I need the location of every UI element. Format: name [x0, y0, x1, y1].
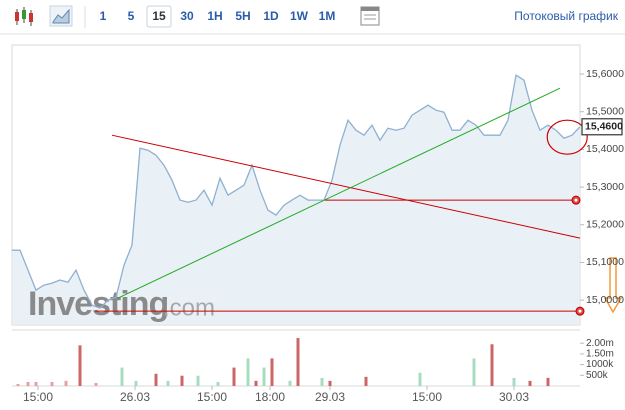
- volume-bar: [34, 381, 38, 386]
- volume-bar: [180, 375, 184, 386]
- volume-bar: [120, 367, 124, 386]
- volume-tick-label: 2.00m: [586, 338, 614, 349]
- line-handle-dot: [574, 198, 578, 202]
- volume-bar: [254, 380, 258, 386]
- volume-bar: [134, 380, 138, 386]
- y-tick-label: 15,2000: [586, 219, 624, 231]
- y-tick-label: 15,1000: [586, 256, 624, 268]
- volume-bar: [78, 345, 82, 386]
- y-tick-label: 15,6000: [586, 68, 624, 80]
- x-tick-label: 29.03: [315, 390, 345, 404]
- volume-bar: [154, 373, 158, 386]
- volume-bar: [262, 367, 266, 386]
- y-tick-label: 15,3000: [586, 181, 624, 193]
- x-tick-label: 15:00: [23, 390, 53, 404]
- stream-chart-link[interactable]: Потоковый график: [514, 9, 618, 23]
- interval-button[interactable]: 1H: [207, 9, 222, 23]
- volume-bar: [472, 358, 476, 386]
- last-price-box: [581, 118, 623, 136]
- y-tick-label: 15,4000: [586, 143, 624, 155]
- volume-bar: [528, 380, 532, 386]
- interval-button[interactable]: 30: [180, 9, 194, 23]
- volume-bar: [546, 377, 550, 386]
- x-tick-label: 15:00: [412, 390, 442, 404]
- volume-bar: [288, 380, 292, 386]
- interval-button[interactable]: 1D: [263, 9, 279, 23]
- volume-bar: [246, 358, 250, 386]
- table-icon[interactable]: [360, 6, 380, 26]
- y-tick-label: 15,5000: [586, 105, 624, 117]
- x-tick-label: 26.03: [120, 390, 150, 404]
- price-line: [12, 74, 581, 309]
- volume-bar: [216, 381, 220, 386]
- last-price-label: 15,4600: [585, 121, 623, 133]
- volume-bar: [320, 377, 324, 386]
- volume-bar: [364, 376, 368, 386]
- down-arrow: [603, 257, 623, 314]
- line-handle-dot: [578, 309, 582, 313]
- volume-bar: [270, 358, 274, 386]
- volume-tick-label: 500k: [586, 370, 609, 381]
- watermark: Investing: [28, 285, 168, 323]
- trend-line: [117, 87, 561, 299]
- y-tick-label: 15,0000: [586, 294, 624, 306]
- watermark-suffix: .com: [163, 294, 215, 321]
- volume-bar: [50, 381, 54, 386]
- volume-bar: [26, 381, 30, 386]
- interval-button[interactable]: 5: [128, 9, 135, 23]
- highlight-ellipse: [546, 119, 588, 155]
- volume-tick-label: 1.50m: [586, 349, 614, 360]
- volume-bar: [166, 380, 170, 386]
- candle-icon[interactable]: [15, 7, 33, 26]
- x-tick-label: 15:00: [197, 390, 227, 404]
- x-tick-label: 18:00: [255, 390, 285, 404]
- volume-bar: [232, 367, 236, 386]
- volume-bar: [490, 344, 494, 386]
- interval-button[interactable]: 1M: [319, 9, 336, 23]
- volume-bar: [418, 372, 422, 386]
- interval-button[interactable]: 5H: [235, 9, 250, 23]
- trend-line: [111, 134, 581, 239]
- area-icon[interactable]: [49, 5, 73, 27]
- price-area: [12, 75, 580, 325]
- interval-button[interactable]: 1W: [290, 9, 309, 23]
- volume-bar: [64, 380, 68, 386]
- x-tick-label: 30.03: [499, 390, 529, 404]
- volume-bar: [16, 383, 20, 386]
- volume-bar: [512, 377, 516, 386]
- volume-bar: [94, 383, 98, 386]
- volume-bar: [328, 380, 332, 386]
- interval-selected: [146, 5, 172, 28]
- interval-button[interactable]: 1: [100, 9, 107, 23]
- interval-button[interactable]: 15: [152, 9, 166, 23]
- volume-bar: [296, 338, 300, 386]
- toolbar: [0, 0, 625, 34]
- volume-bar: [196, 375, 200, 386]
- volume-tick-label: 1000k: [586, 359, 614, 370]
